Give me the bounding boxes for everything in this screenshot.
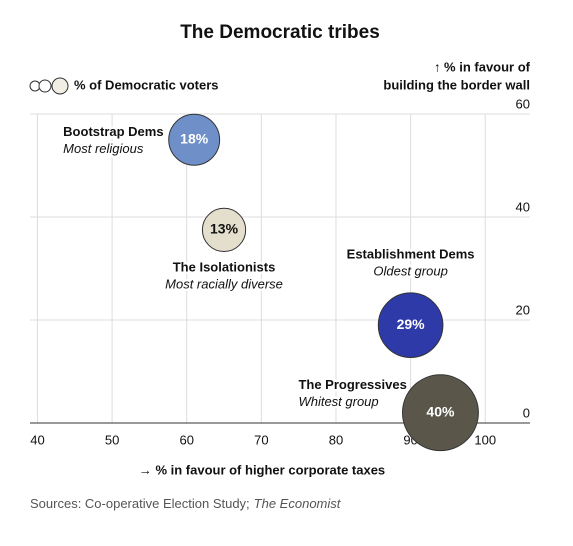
y-axis-label: ↑ % in favour of [434, 59, 531, 74]
bubble-label: 18% [180, 130, 209, 146]
x-tick-label: 60 [179, 432, 193, 447]
y-axis-label: building the border wall [383, 77, 530, 92]
point-name: The Progressives [298, 377, 406, 392]
bubble [201, 207, 247, 253]
x-tick-label: 80 [329, 432, 343, 447]
source: Sources: Co-operative Election Study; The… [30, 496, 342, 511]
point-note: Most racially diverse [165, 276, 283, 291]
grid [30, 113, 530, 424]
x-tick-label: 40 [30, 432, 44, 447]
x-tick-label: 50 [105, 432, 119, 447]
point-note: Most religious [63, 141, 144, 156]
source-publication: The Economist [254, 496, 342, 511]
source-text: Sources: Co-operative Election Study; [30, 496, 250, 511]
x-axis-label: → % in favour of higher corporate taxes [139, 462, 385, 477]
bubble [377, 292, 444, 358]
x-tick-label: 70 [254, 432, 268, 447]
y-tick-label: 40 [516, 199, 530, 214]
legend-circle [38, 79, 52, 93]
y-tick-label: 60 [516, 96, 530, 111]
point-note: Whitest group [298, 394, 378, 409]
y-tick-label: 0 [523, 405, 530, 420]
x-tick-label: 100 [474, 432, 496, 447]
point-name: The Isolationists [173, 259, 276, 274]
point-name: Bootstrap Dems [63, 124, 163, 139]
chart-title: The Democratic tribes [180, 22, 380, 43]
legend-label: % of Democratic voters [74, 77, 219, 92]
bubble-label: 29% [397, 316, 426, 332]
point-note: Oldest group [373, 264, 447, 279]
y-tick-label: 20 [516, 302, 530, 317]
bubble [168, 113, 221, 166]
size-legend: % of Democratic voters [29, 77, 219, 95]
legend-circle [51, 77, 69, 95]
bubble-label: 13% [210, 221, 239, 237]
point-name: Establishment Dems [347, 247, 475, 262]
bubble [402, 374, 479, 452]
bubble-label: 40% [426, 403, 455, 419]
